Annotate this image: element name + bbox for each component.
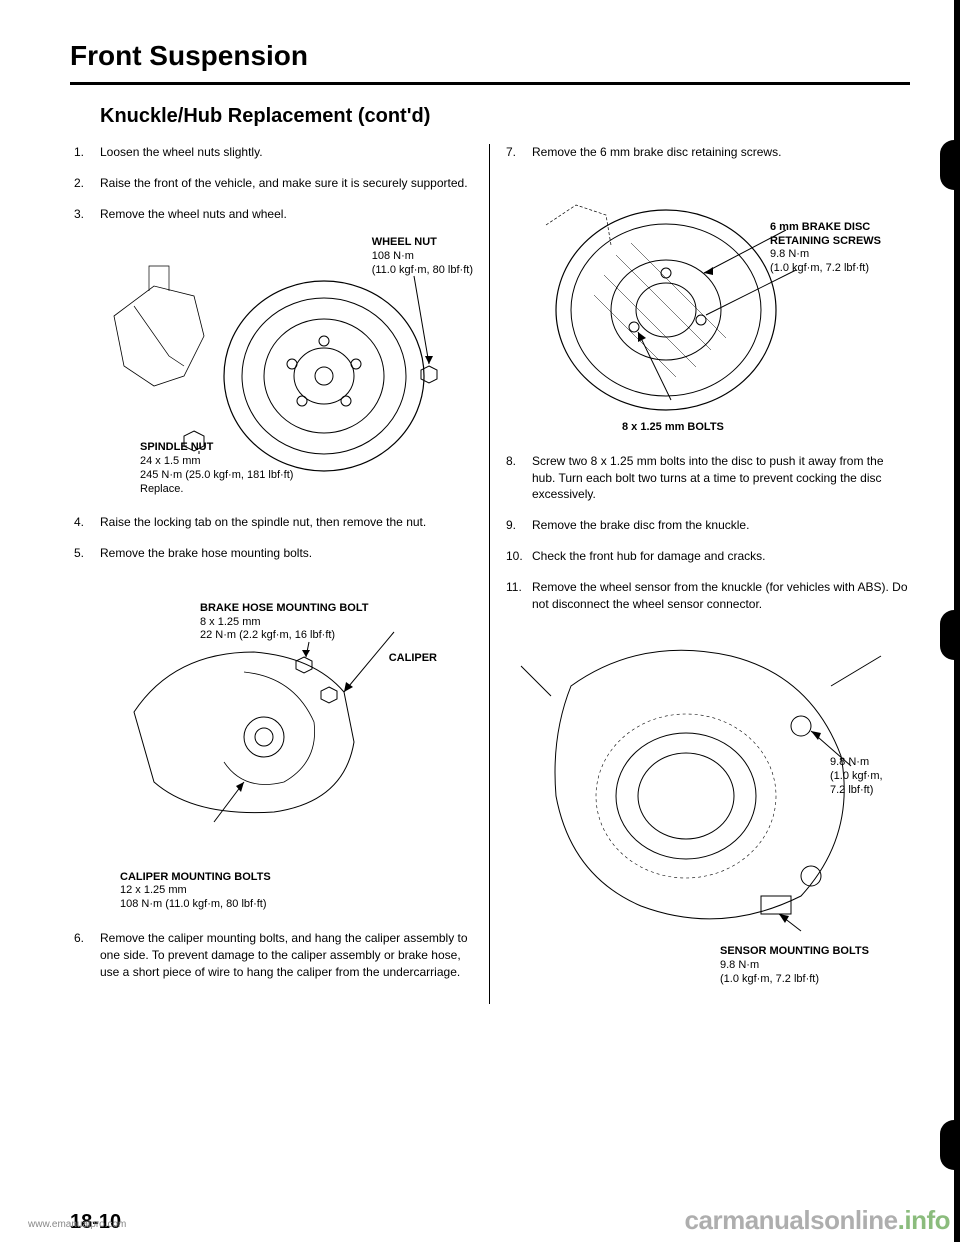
sensor-bolt-callout: SENSOR MOUNTING BOLTS 9.8 N·m (1.0 kgf·m… — [720, 945, 890, 986]
watermark-brand: carmanualsonline.info — [685, 1205, 950, 1236]
step-number: 6. — [74, 930, 84, 947]
step-number: 5. — [74, 545, 84, 562]
step-item: 5.Remove the brake hose mounting bolts. — [100, 545, 477, 562]
step-number: 10. — [506, 548, 523, 565]
left-column: 1.Loosen the wheel nuts slightly. 2.Rais… — [70, 144, 490, 1004]
callout-sub: 108 N·m — [372, 250, 473, 264]
caliper-bolt-callout: CALIPER MOUNTING BOLTS 12 x 1.25 mm 108 … — [120, 871, 271, 912]
step-text: Remove the 6 mm brake disc retaining scr… — [532, 145, 781, 159]
step-text: Check the front hub for damage and crack… — [532, 549, 765, 563]
step-text: Remove the brake disc from the knuckle. — [532, 518, 749, 532]
spindle-nut-callout: SPINDLE NUT 24 x 1.5 mm 245 N·m (25.0 kg… — [140, 441, 293, 496]
callout-label: CALIPER — [389, 652, 437, 666]
callout-sub: Replace. — [140, 483, 293, 497]
figure-wheel-hub: WHEEL NUT 108 N·m (11.0 kgf·m, 80 lbf·ft… — [70, 236, 477, 496]
callout-label: SPINDLE NUT — [140, 441, 293, 455]
callout-sub: 9.8 N·m — [830, 756, 910, 770]
watermark-text: .info — [898, 1205, 950, 1235]
step-text: Screw two 8 x 1.25 mm bolts into the dis… — [532, 454, 884, 502]
step-item: 10.Check the front hub for damage and cr… — [532, 548, 910, 565]
callout-sub: (1.0 kgf·m, 7.2 lbf·ft) — [720, 973, 890, 987]
step-item: 1.Loosen the wheel nuts slightly. — [100, 144, 477, 161]
step-number: 8. — [506, 453, 516, 470]
step-text: Remove the caliper mounting bolts, and h… — [100, 931, 468, 979]
callout-sub: 8 x 1.25 mm — [200, 616, 368, 630]
callout-sub: 22 N·m (2.2 kgf·m, 16 lbf·ft) — [200, 629, 368, 643]
step-number: 9. — [506, 517, 516, 534]
step-item: 11.Remove the wheel sensor from the knuc… — [532, 579, 910, 613]
step-text: Raise the front of the vehicle, and make… — [100, 176, 468, 190]
wheel-nut-callout: WHEEL NUT 108 N·m (11.0 kgf·m, 80 lbf·ft… — [372, 236, 473, 277]
figure-knuckle-sensor: 9.8 N·m (1.0 kgf·m, 7.2 lbf·ft) SENSOR M… — [502, 626, 910, 986]
hose-bolt-callout: BRAKE HOSE MOUNTING BOLT 8 x 1.25 mm 22 … — [200, 602, 368, 643]
callout-sub: 9.8 N·m — [770, 248, 910, 262]
step-item: 6.Remove the caliper mounting bolts, and… — [100, 930, 477, 980]
callout-label: 6 mm BRAKE DISC RETAINING SCREWS — [770, 221, 910, 249]
brake-disc-svg — [516, 175, 896, 435]
callout-label: BRAKE HOSE MOUNTING BOLT — [200, 602, 368, 616]
section-title: Knuckle/Hub Replacement (cont'd) — [100, 105, 910, 128]
binding-tab — [940, 1120, 960, 1170]
callout-sub: 245 N·m (25.0 kgf·m, 181 lbf·ft) — [140, 469, 293, 483]
main-title: Front Suspension — [70, 40, 910, 72]
step-item: 2.Raise the front of the vehicle, and ma… — [100, 175, 477, 192]
watermark-source: www.emanualpro.com — [28, 1219, 126, 1230]
callout-sub: (1.0 kgf·m, 7.2 lbf·ft) — [770, 262, 910, 276]
step-item: 7.Remove the 6 mm brake disc retaining s… — [532, 144, 910, 161]
step-item: 8.Screw two 8 x 1.25 mm bolts into the d… — [532, 453, 910, 503]
caliper-callout: CALIPER — [389, 652, 437, 666]
watermark-text: carmanualsonline — [685, 1205, 898, 1235]
callout-label: SENSOR MOUNTING BOLTS — [720, 945, 890, 959]
title-divider — [70, 82, 910, 85]
step-number: 1. — [74, 144, 84, 161]
step-text: Loosen the wheel nuts slightly. — [100, 145, 263, 159]
step-item: 9.Remove the brake disc from the knuckle… — [532, 517, 910, 534]
callout-label: 8 x 1.25 mm BOLTS — [622, 421, 724, 435]
step-number: 2. — [74, 175, 84, 192]
step-number: 7. — [506, 144, 516, 161]
callout-sub: 108 N·m (11.0 kgf·m, 80 lbf·ft) — [120, 898, 271, 912]
figure-caliper: BRAKE HOSE MOUNTING BOLT 8 x 1.25 mm 22 … — [70, 602, 477, 912]
callout-sub: 12 x 1.25 mm — [120, 884, 271, 898]
step-number: 11. — [506, 579, 522, 596]
figure-brake-disc: 6 mm BRAKE DISC RETAINING SCREWS 9.8 N·m… — [502, 175, 910, 435]
step-number: 4. — [74, 514, 84, 531]
callout-sub: 7.2 lbf·ft) — [830, 784, 910, 798]
step-number: 3. — [74, 206, 84, 223]
step-item: 3.Remove the wheel nuts and wheel. — [100, 206, 477, 223]
callout-label: WHEEL NUT — [372, 236, 473, 250]
step-text: Remove the wheel sensor from the knuckle… — [532, 580, 908, 611]
step-text: Remove the wheel nuts and wheel. — [100, 207, 287, 221]
callout-sub: 9.8 N·m — [720, 959, 890, 973]
step-text: Remove the brake hose mounting bolts. — [100, 546, 312, 560]
callout-sub: (11.0 kgf·m, 80 lbf·ft) — [372, 264, 473, 278]
torque-callout: 9.8 N·m (1.0 kgf·m, 7.2 lbf·ft) — [830, 756, 910, 797]
right-column: 7. Remove the 6 mm brake disc retaining s… — [490, 144, 910, 1004]
callout-sub: 24 x 1.5 mm — [140, 455, 293, 469]
callout-label: CALIPER MOUNTING BOLTS — [120, 871, 271, 885]
step-item: 4.Raise the locking tab on the spindle n… — [100, 514, 477, 531]
step-text: Raise the locking tab on the spindle nut… — [100, 515, 426, 529]
disc-bolts-callout: 8 x 1.25 mm BOLTS — [622, 421, 724, 435]
retaining-screw-callout: 6 mm BRAKE DISC RETAINING SCREWS 9.8 N·m… — [770, 221, 910, 276]
callout-sub: (1.0 kgf·m, — [830, 770, 910, 784]
